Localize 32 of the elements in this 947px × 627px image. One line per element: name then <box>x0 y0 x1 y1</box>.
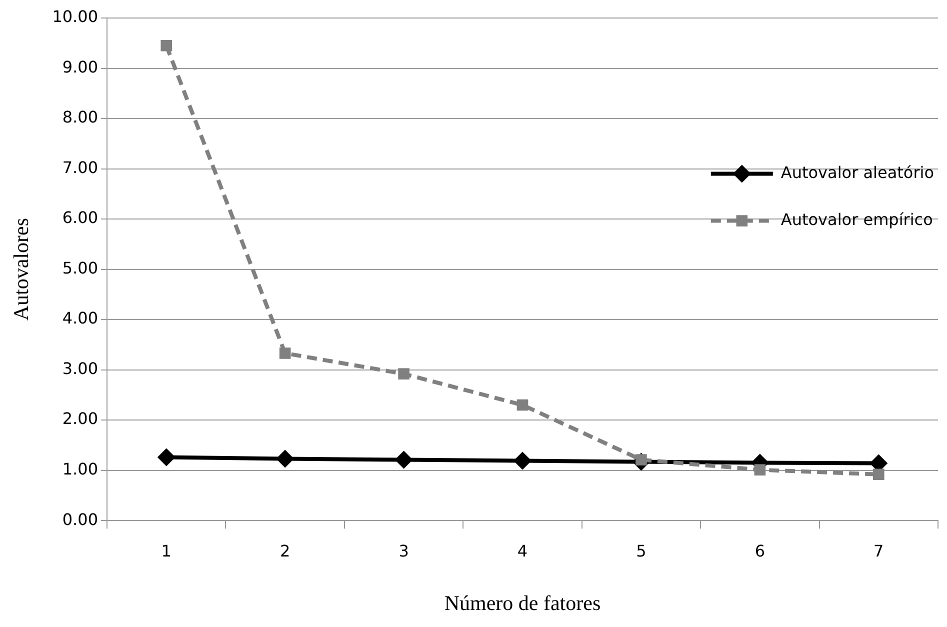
y-axis-title: Autovalores <box>9 218 34 321</box>
point <box>514 452 532 470</box>
legend-label: Autovalor aleatório <box>780 162 934 182</box>
x-tick-label: 4 <box>517 541 528 560</box>
x-tick-label: 7 <box>874 541 884 560</box>
point <box>157 448 176 466</box>
y-tick-label: 2.00 <box>62 409 98 428</box>
point <box>872 468 884 480</box>
y-tick-label: 4.00 <box>62 308 98 328</box>
point <box>279 348 291 359</box>
x-tick-label: 5 <box>636 541 646 560</box>
point <box>276 450 294 468</box>
y-tick-label: 10.00 <box>52 7 98 26</box>
y-tick-label: 3.00 <box>62 358 98 378</box>
point <box>516 399 528 411</box>
point <box>394 450 413 469</box>
x-tick-label: 1 <box>161 541 172 560</box>
legend-label: Autovalor empírico <box>780 210 933 229</box>
x-tick-label: 6 <box>754 541 766 560</box>
y-tick-label: 1.00 <box>62 459 98 478</box>
y-tick-label: 6.00 <box>62 208 98 228</box>
y-tick-label: 9.00 <box>62 57 98 76</box>
x-axis-title: Número de fatores <box>444 590 601 615</box>
x-tick-label: 3 <box>398 541 409 560</box>
point <box>398 368 410 380</box>
x-tick-label: 2 <box>280 541 290 560</box>
y-tick-label: 0.00 <box>62 510 98 529</box>
point <box>754 464 766 476</box>
y-tick-label: 7.00 <box>62 158 98 177</box>
y-tick-label: 5.00 <box>62 258 98 278</box>
y-tick-label: 8.00 <box>62 108 98 127</box>
point <box>160 40 172 52</box>
